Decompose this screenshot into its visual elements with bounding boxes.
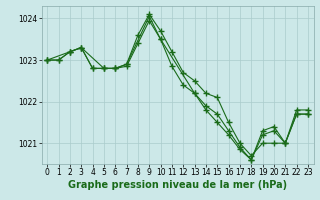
X-axis label: Graphe pression niveau de la mer (hPa): Graphe pression niveau de la mer (hPa) bbox=[68, 180, 287, 190]
